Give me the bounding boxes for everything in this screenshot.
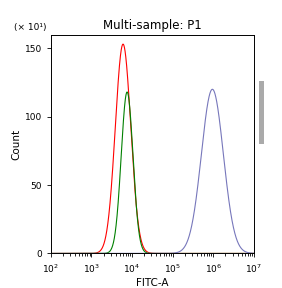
Text: (× 10¹): (× 10¹) xyxy=(14,23,47,32)
Title: Multi-sample: P1: Multi-sample: P1 xyxy=(103,19,202,32)
Y-axis label: Count: Count xyxy=(12,128,22,160)
X-axis label: FITC-A: FITC-A xyxy=(136,278,169,288)
